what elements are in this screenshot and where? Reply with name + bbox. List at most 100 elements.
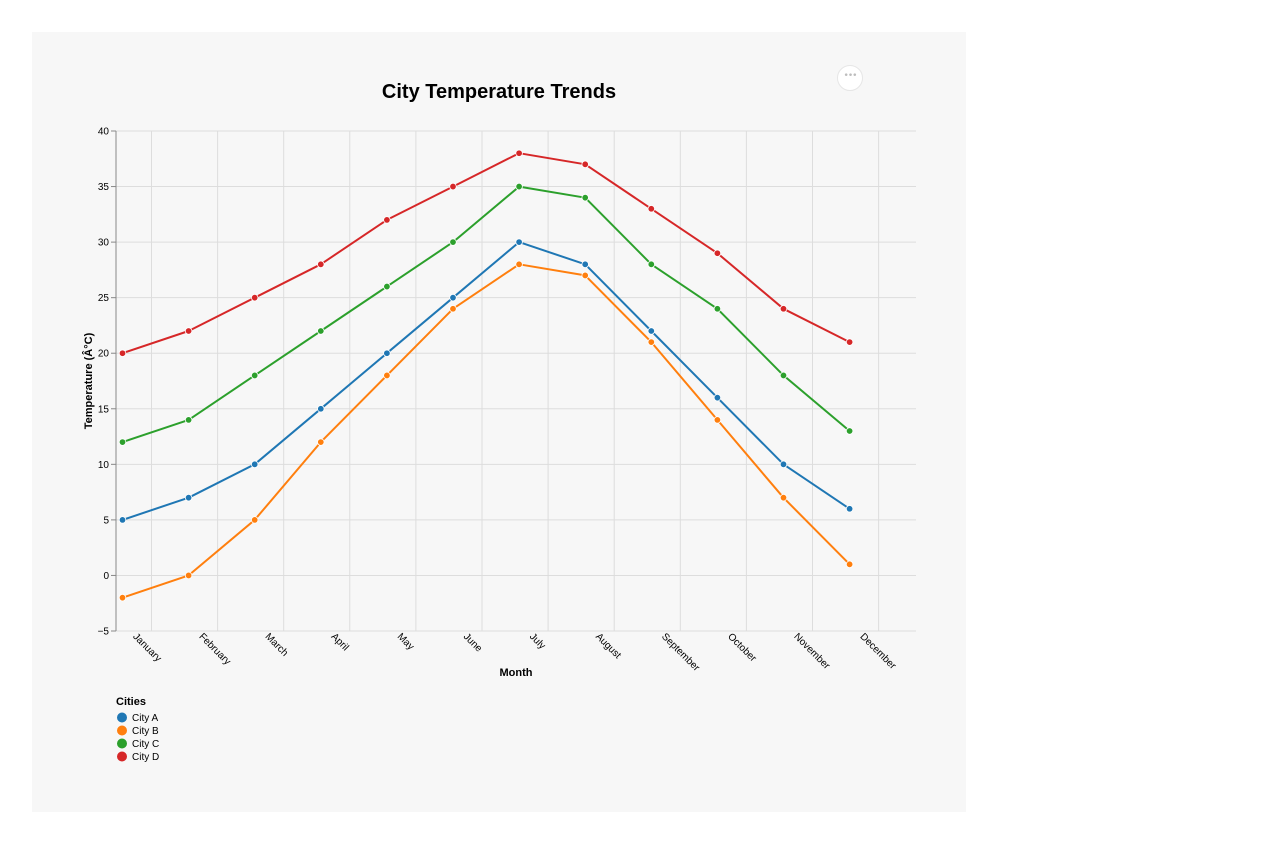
- legend: Cities City A City B City C City D: [116, 696, 159, 763]
- data-point[interactable]: [118, 593, 127, 602]
- data-point[interactable]: [184, 416, 193, 424]
- x-axis-title: Month: [500, 667, 533, 679]
- y-tick-label: 30: [98, 238, 110, 249]
- data-point[interactable]: [449, 182, 457, 191]
- x-tick-label: July: [527, 631, 547, 651]
- data-point[interactable]: [515, 182, 523, 191]
- x-tick-label: September: [659, 631, 702, 674]
- data-point[interactable]: [779, 460, 788, 469]
- data-point[interactable]: [184, 571, 193, 580]
- data-point[interactable]: [845, 560, 854, 569]
- y-axis-title: Temperature (Â°C): [82, 332, 95, 429]
- y-tick-label: 20: [98, 349, 110, 360]
- data-point[interactable]: [713, 305, 722, 313]
- y-tick-label: 0: [103, 571, 109, 582]
- data-point[interactable]: [383, 349, 391, 357]
- legend-swatch: [117, 725, 127, 736]
- data-point[interactable]: [647, 260, 655, 269]
- data-point[interactable]: [250, 516, 259, 524]
- data-point[interactable]: [515, 260, 523, 269]
- y-tick-label: 10: [98, 460, 110, 471]
- x-tick-label: January: [130, 631, 163, 664]
- x-tick-label: November: [791, 631, 832, 672]
- legend-item[interactable]: City D: [117, 751, 159, 764]
- series-city-b: [118, 260, 854, 602]
- legend-label: City D: [132, 752, 159, 763]
- data-point[interactable]: [581, 193, 589, 202]
- data-point[interactable]: [581, 271, 589, 280]
- series-city-c: [118, 182, 854, 446]
- y-tick-label: −5: [98, 627, 110, 638]
- data-point[interactable]: [383, 371, 391, 380]
- data-point[interactable]: [383, 282, 391, 291]
- data-point[interactable]: [515, 149, 523, 157]
- data-point[interactable]: [250, 293, 259, 302]
- data-point[interactable]: [779, 305, 788, 313]
- series-line: [122, 185, 851, 444]
- data-point[interactable]: [449, 305, 457, 313]
- x-tick-label: October: [725, 631, 758, 664]
- chart-title: City Temperature Trends: [382, 81, 616, 103]
- data-point[interactable]: [779, 493, 788, 502]
- series-layer: [118, 149, 854, 602]
- x-tick-label: February: [196, 631, 232, 667]
- data-point[interactable]: [383, 216, 391, 224]
- data-point[interactable]: [317, 327, 325, 335]
- chart-canvas: City Temperature Trends −5 0 5 10 15 20 25 30 35…: [82, 81, 916, 763]
- series-line: [122, 241, 851, 521]
- data-point[interactable]: [317, 438, 325, 446]
- data-point[interactable]: [449, 238, 457, 246]
- more-actions-button[interactable]: •••: [837, 65, 863, 91]
- series-city-a: [118, 238, 854, 524]
- data-point[interactable]: [647, 327, 655, 335]
- y-tick-label: 15: [98, 404, 110, 415]
- x-tick-label: March: [263, 631, 290, 658]
- data-point[interactable]: [845, 338, 854, 346]
- data-point[interactable]: [250, 371, 259, 380]
- legend-item[interactable]: City A: [117, 712, 158, 725]
- y-tick-label: 40: [98, 127, 110, 138]
- data-point[interactable]: [317, 260, 325, 269]
- legend-item[interactable]: City B: [117, 725, 159, 738]
- data-point[interactable]: [647, 205, 655, 213]
- legend-item[interactable]: City C: [117, 738, 159, 751]
- legend-swatch: [117, 738, 127, 749]
- legend-swatch: [117, 751, 127, 762]
- x-tick-label: August: [593, 631, 623, 661]
- y-tick-label: 5: [103, 515, 109, 526]
- data-point[interactable]: [118, 438, 127, 446]
- data-point[interactable]: [581, 160, 589, 169]
- legend-label: City B: [132, 726, 159, 737]
- more-horizontal-icon: •••: [843, 70, 858, 81]
- data-point[interactable]: [713, 393, 722, 402]
- data-point[interactable]: [118, 516, 127, 524]
- legend-title: Cities: [116, 696, 146, 708]
- data-point[interactable]: [647, 338, 655, 346]
- legend-swatch: [117, 712, 127, 723]
- data-point[interactable]: [250, 460, 259, 469]
- data-point[interactable]: [118, 349, 127, 357]
- series-city-d: [118, 149, 854, 357]
- chart-panel: City Temperature Trends −5 0 5 10 15 20 25 30 35…: [32, 32, 966, 812]
- data-point[interactable]: [184, 327, 193, 335]
- x-tick-label: December: [857, 631, 898, 672]
- data-point[interactable]: [581, 260, 589, 269]
- data-point[interactable]: [184, 493, 193, 502]
- data-point[interactable]: [779, 371, 788, 380]
- data-point[interactable]: [515, 238, 523, 246]
- data-point[interactable]: [713, 416, 722, 424]
- data-point[interactable]: [845, 427, 854, 435]
- data-point[interactable]: [713, 249, 722, 257]
- data-point[interactable]: [317, 405, 325, 413]
- x-tick-label: June: [461, 631, 484, 654]
- x-tick-label: April: [329, 631, 351, 653]
- grid-lines: [116, 130, 916, 632]
- data-point[interactable]: [449, 293, 457, 302]
- legend-label: City C: [132, 739, 159, 750]
- series-line: [122, 263, 851, 599]
- x-tick-label: May: [395, 631, 416, 652]
- legend-label: City A: [132, 713, 158, 724]
- series-line: [122, 152, 851, 355]
- y-tick-label: 35: [98, 182, 110, 193]
- data-point[interactable]: [845, 505, 854, 513]
